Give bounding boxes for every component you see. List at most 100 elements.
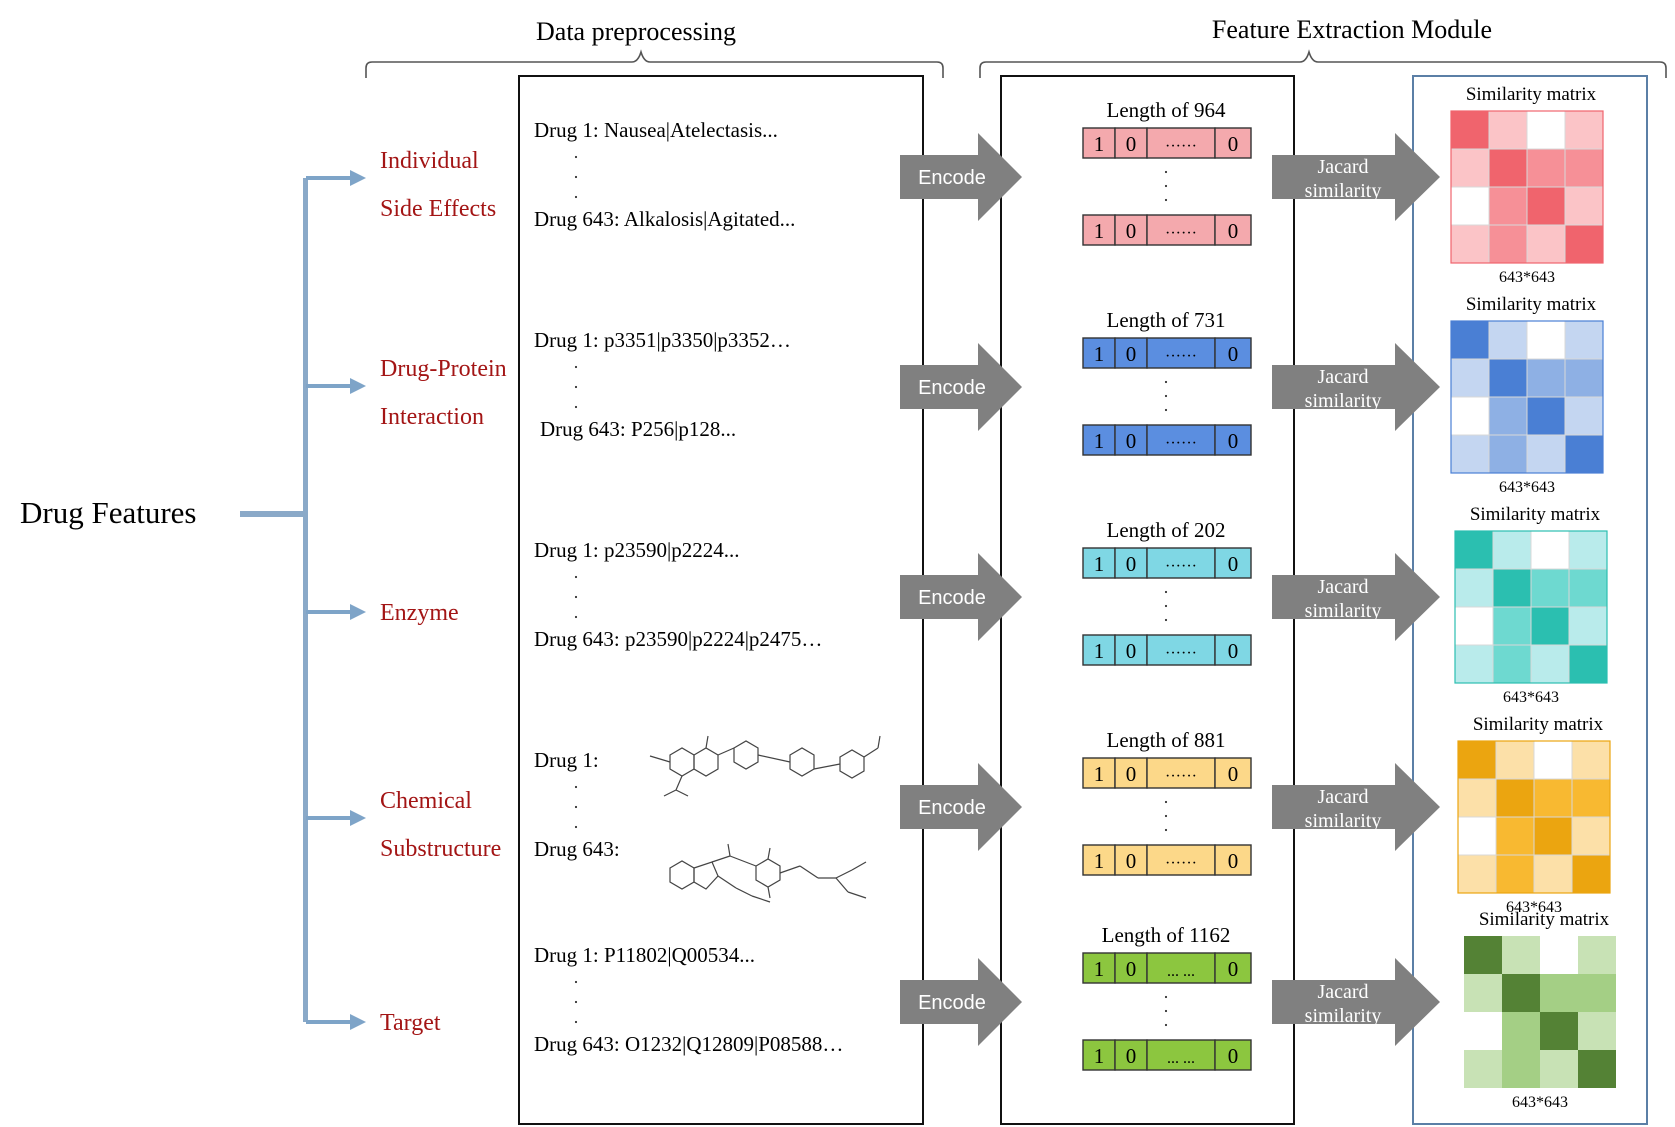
matrix-cell: [1454, 568, 1494, 608]
similarity-matrix-title: Similarity matrix: [1473, 714, 1604, 735]
matrix-cell: [1568, 568, 1608, 608]
matrix-cell: [1564, 148, 1604, 188]
matrix-cell: [1464, 936, 1502, 974]
matrix-cell: [1450, 320, 1490, 360]
encode-label: Encode: [918, 797, 986, 819]
ellipsis-dot: [574, 825, 578, 829]
vector-cell-value: ······: [1165, 558, 1197, 575]
matrix-cell: [1488, 110, 1528, 150]
vector-cell: [1214, 337, 1252, 369]
vector-cell: [1082, 337, 1116, 369]
ellipsis-dot: [574, 175, 578, 179]
vector-cell-value: 0: [1228, 342, 1239, 366]
vector-length-label: Length of 881: [1107, 728, 1226, 752]
binary-vector-last: 1 0 ······ 0: [1082, 214, 1252, 246]
matrix-cell: [1492, 644, 1532, 684]
drug-first-entry: Drug 1: Nausea|Atelectasis...: [534, 118, 778, 142]
jacard-label-line1: Jacard: [1317, 156, 1368, 178]
header-feature-extraction: Feature Extraction Module: [1212, 15, 1492, 44]
vector-cell: [1146, 952, 1216, 984]
vector-cell: [1214, 127, 1252, 159]
matrix-cell: [1450, 110, 1490, 150]
drug-last-entry: Drug 643: Alkalosis|Agitated...: [534, 207, 795, 231]
matrix-border: [1450, 110, 1604, 264]
ellipsis-dot: [1164, 604, 1168, 608]
ellipsis-dot: [1164, 1023, 1168, 1027]
vector-cell: [1082, 844, 1116, 876]
vector-cell: [1114, 952, 1148, 984]
jacard-label-line1: Jacard: [1317, 366, 1368, 388]
vector-cell-value: ... ...: [1167, 963, 1195, 980]
encode-label: Encode: [918, 377, 986, 399]
matrix-cell: [1568, 644, 1608, 684]
similarity-matrix-title: Similarity matrix: [1470, 504, 1601, 525]
binary-vector-last: 1 0 ······ 0: [1082, 424, 1252, 456]
encode-label: Encode: [918, 167, 986, 189]
matrix-cell: [1564, 224, 1604, 264]
vector-cell: [1146, 757, 1216, 789]
matrix-cell: [1564, 358, 1604, 398]
matrix-cell: [1564, 320, 1604, 360]
matrix-cell: [1492, 568, 1532, 608]
vector-cell-value: 1: [1094, 429, 1105, 453]
vector-cell-value: ······: [1165, 435, 1197, 452]
matrix-cell: [1578, 936, 1616, 974]
ellipsis-dot: [1164, 394, 1168, 398]
feature-name-label: Substructure: [380, 836, 501, 862]
matrix-cell: [1450, 224, 1490, 264]
branch-line: [306, 1020, 352, 1024]
matrix-cell: [1540, 974, 1578, 1012]
similarity-matrix-grid: [1454, 530, 1608, 684]
matrix-cell: [1454, 606, 1494, 646]
ellipsis-dot: [574, 385, 578, 389]
jacard-label-line2: similarity: [1305, 600, 1382, 622]
matrix-cell: [1495, 854, 1535, 894]
matrix-cell: [1488, 358, 1528, 398]
feature-name-label: Drug-Protein: [380, 356, 507, 382]
vector-cell-value: 0: [1228, 762, 1239, 786]
vector-cell-value: 0: [1126, 957, 1137, 981]
vector-cell: [1082, 214, 1116, 246]
molecule-drug-1-structure: [649, 735, 881, 797]
binary-vector-first: 1 0 ······ 0: [1082, 337, 1252, 369]
matrix-size-label: 643*643: [1503, 689, 1559, 706]
vector-cell-value: 0: [1126, 219, 1137, 243]
ellipsis-dot: [1164, 590, 1168, 594]
ellipsis-dot: [574, 155, 578, 159]
drug-first-entry: Drug 1: p23590|p2224...: [534, 538, 739, 562]
matrix-border: [1450, 320, 1604, 474]
binary-vector-first: 1 0 ······ 0: [1082, 757, 1252, 789]
vector-length-label: Length of 964: [1107, 98, 1226, 122]
vector-length-label: Length of 202: [1107, 518, 1226, 542]
matrix-border: [1457, 740, 1611, 894]
jacard-label-line1: Jacard: [1317, 786, 1368, 808]
ellipsis-dot: [574, 195, 578, 199]
matrix-cell: [1457, 816, 1497, 856]
matrix-cell: [1526, 186, 1566, 226]
vector-cell-value: 0: [1126, 342, 1137, 366]
matrix-cell: [1533, 740, 1573, 780]
matrix-cell: [1530, 606, 1570, 646]
vector-cell-value: 0: [1228, 1044, 1239, 1068]
vector-cell-value: 0: [1126, 1044, 1137, 1068]
encode-label: Encode: [918, 992, 986, 1014]
matrix-cell: [1492, 530, 1532, 570]
matrix-border: [1454, 530, 1608, 684]
matrix-cell: [1578, 974, 1616, 1012]
matrix-cell: [1564, 186, 1604, 226]
matrix-cell: [1540, 936, 1578, 974]
vector-cell-value: 1: [1094, 762, 1105, 786]
jacard-label-line1: Jacard: [1317, 576, 1368, 598]
matrix-cell: [1464, 1012, 1502, 1050]
matrix-cell: [1571, 778, 1611, 818]
similarity-matrix-title: Similarity matrix: [1479, 909, 1610, 930]
ellipsis-dot: [1164, 170, 1168, 174]
jacard-arrow: [1272, 763, 1440, 851]
root-drug-features: Drug Features: [20, 495, 196, 530]
matrix-cell: [1488, 224, 1528, 264]
root-connector-bar: [240, 511, 306, 517]
encode-label: Encode: [918, 587, 986, 609]
ellipsis-dot: [1164, 1009, 1168, 1013]
matrix-cell: [1495, 740, 1535, 780]
molecule-drug-643-structure: [669, 843, 867, 903]
